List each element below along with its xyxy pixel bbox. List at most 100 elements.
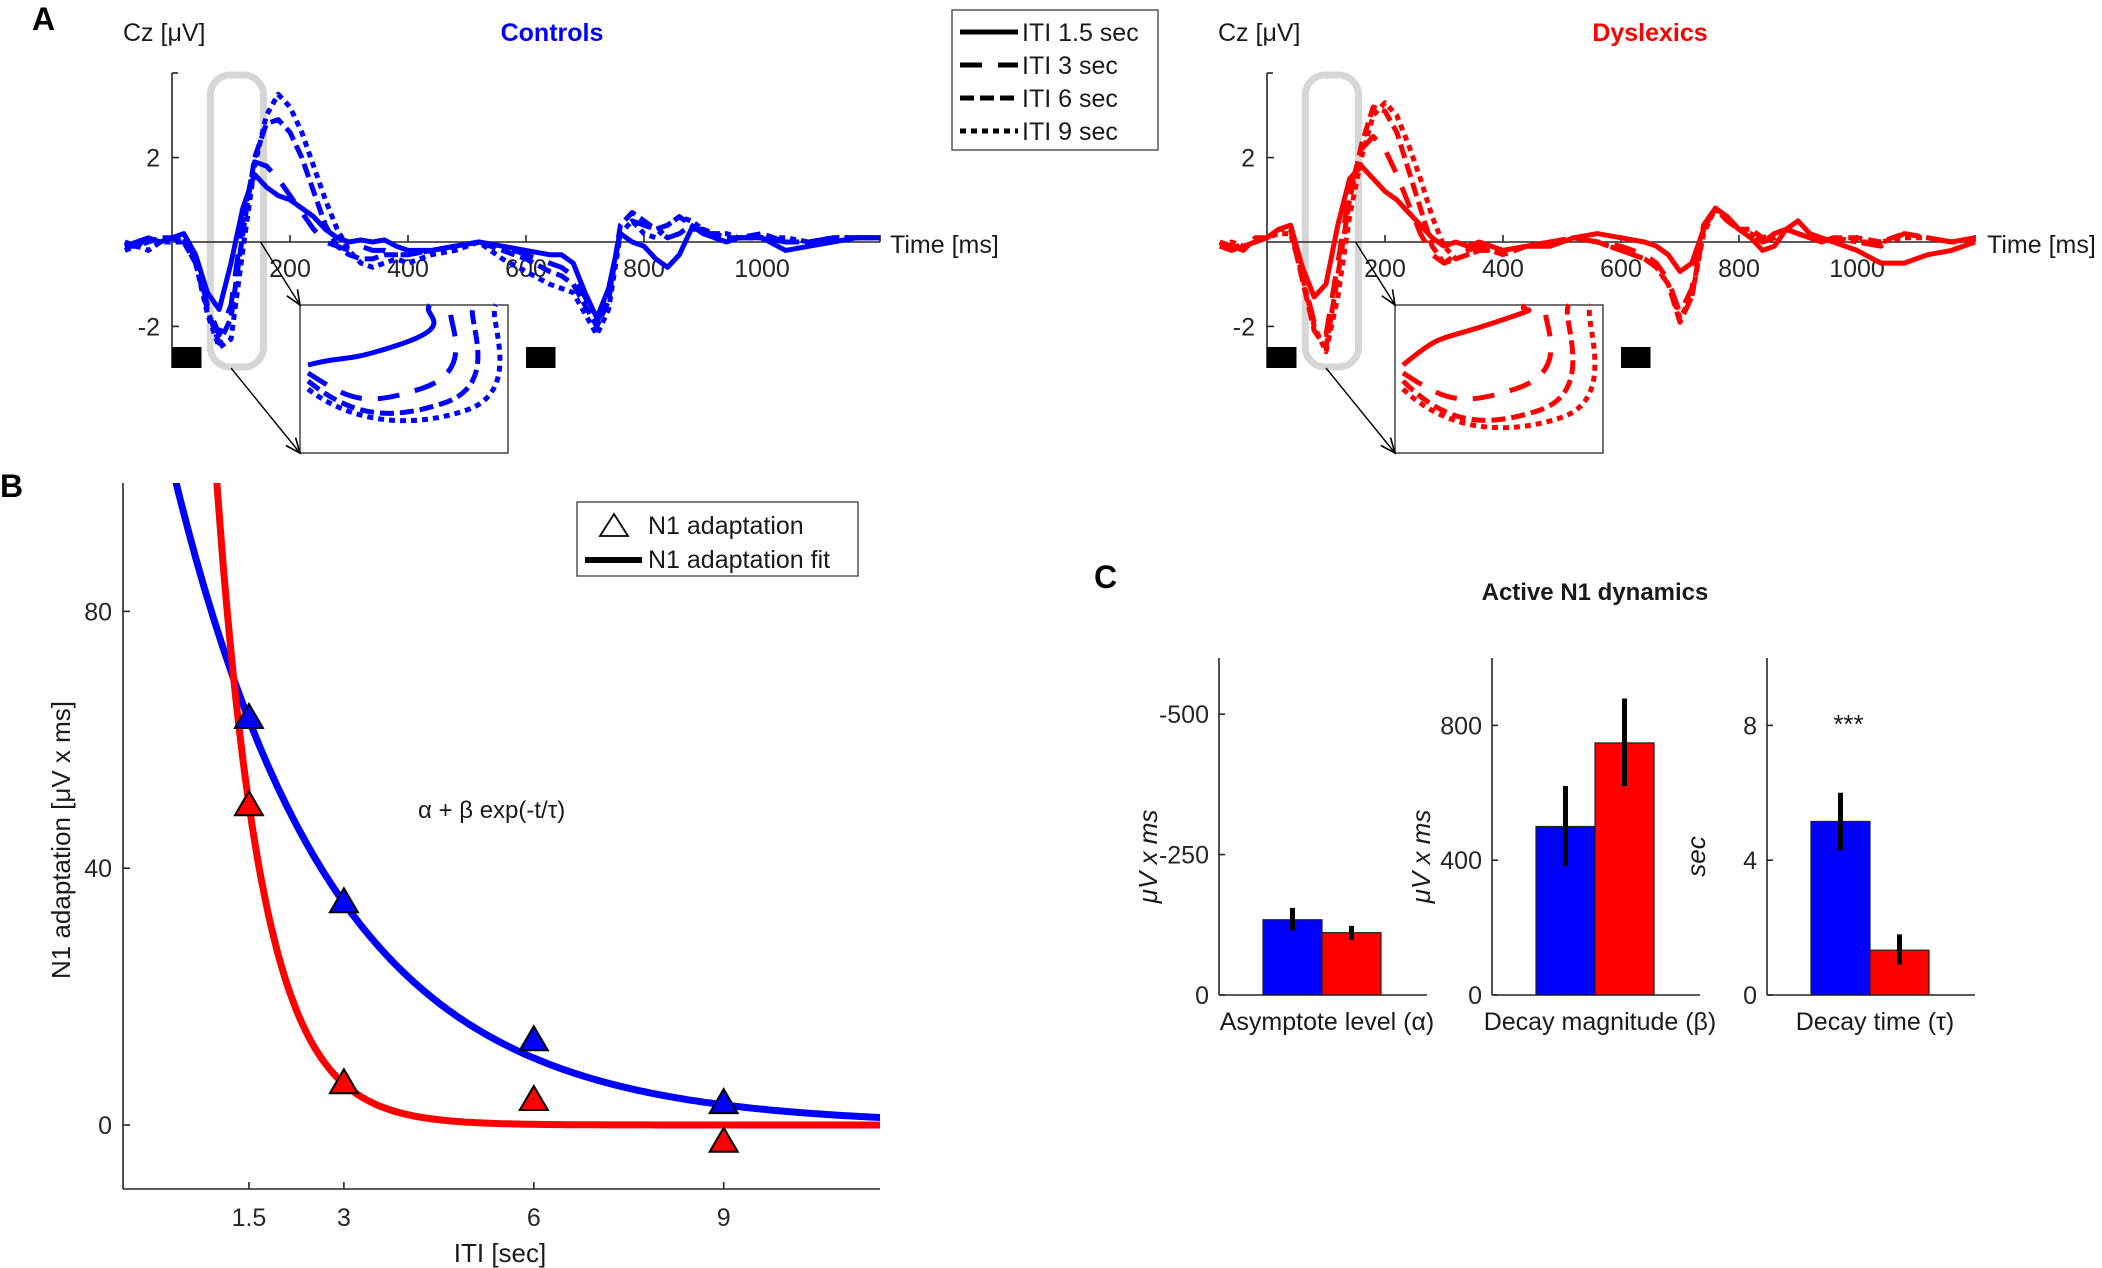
data-point-controls: [518, 1024, 550, 1052]
legend-label-adaptation-fit: N1 adaptation fit: [648, 546, 830, 574]
n1-highlight-window: [206, 71, 268, 371]
stimulus-marker: [526, 347, 556, 368]
bar-y-tick-label: -250: [1159, 842, 1209, 870]
bar-y-tick-label: 0: [1743, 982, 1757, 1010]
triangle-marker-icon: [598, 512, 630, 537]
adaptation-x-tick-label: 1.5: [232, 1204, 267, 1232]
inset-trace-dash: [306, 303, 459, 402]
erp-x-tick-label: 400: [1482, 255, 1524, 283]
data-point-controls: [233, 701, 265, 729]
legend-label-iti-9: ITI 9 sec: [1022, 118, 1118, 146]
erp-y-tick-label: 2: [146, 145, 160, 173]
arrowhead-icon: [286, 289, 302, 307]
bar-xlabel: Decay time (τ): [1796, 1008, 1955, 1036]
stimulus-marker: [172, 347, 202, 368]
adaptation-x-tick-label: 9: [717, 1204, 731, 1232]
dynamics-subplot: 0 4 8 Decay time (τ) sec ***: [1681, 658, 1975, 1036]
bar-y-tick-label: 800: [1440, 712, 1482, 740]
zoom-arrow-line: [1325, 367, 1396, 454]
erp-x-tick-label: 600: [1600, 255, 1642, 283]
significance-annotation: ***: [1833, 709, 1863, 739]
erp-y-tick-label: 2: [1241, 145, 1255, 173]
inset-box: [1394, 304, 1604, 454]
bar-y-tick-label: 0: [1195, 982, 1209, 1010]
zoom-arrow-line: [259, 241, 301, 306]
panel-letter-a: A: [32, 1, 55, 37]
erp-controls-xlabel: Time [ms]: [890, 231, 999, 259]
adaptation-points: [233, 701, 740, 1153]
panel-letter-b: B: [0, 468, 23, 504]
zoom-arrow-line: [1354, 241, 1396, 306]
arrowhead-icon: [1381, 289, 1397, 307]
bar-xlabel: Asymptote level (α): [1220, 1008, 1435, 1036]
erp-y-tick-label: -2: [1233, 313, 1255, 341]
erp-x-tick-label: 200: [1364, 255, 1406, 283]
bar-ylabel: μV x ms: [1406, 810, 1436, 905]
zoom-arrow-line: [230, 367, 301, 454]
erp-dyslexics-title: Dyslexics: [1592, 19, 1707, 47]
legend-label-adaptation: N1 adaptation: [648, 512, 804, 540]
stimulus-marker: [1267, 347, 1297, 368]
adaptation-x-tick-label: 6: [527, 1204, 541, 1232]
dynamics-subplot: 0 400 800 Decay magnitude (β) μV x ms: [1406, 658, 1716, 1036]
bar-dyslexics: [1321, 932, 1382, 996]
arrowhead-icon: [285, 437, 302, 455]
fit-equation: α + β exp(-t/τ): [418, 797, 565, 824]
adaptation-ylabel: N1 adaptation [μV x ms]: [46, 701, 76, 979]
bar-ylabel: sec: [1681, 836, 1711, 876]
bar-ylabel: μV x ms: [1133, 810, 1163, 905]
erp-controls-title: Controls: [501, 19, 604, 47]
erp-x-tick-label: 200: [269, 255, 311, 283]
adaptation-legend: N1 adaptation N1 adaptation fit: [576, 501, 859, 577]
panel-letter-c: C: [1094, 559, 1117, 595]
inset-trace-dash: [1401, 303, 1554, 402]
dynamics-subplot: 0 -250 -500 Asymptote level (α) μV x ms: [1133, 658, 1434, 1036]
adaptation-ylabel-text: N1 adaptation [μV x ms]: [46, 701, 76, 979]
adaptation-y-tick-label: 80: [84, 598, 112, 626]
adaptation-fit-curves: [172, 483, 880, 1129]
bar-controls: [1810, 820, 1871, 996]
erp-controls-ylabel: Cz [μV]: [123, 19, 205, 47]
erp-controls-panel: Cz [μV] Controls Time [ms] 200 400 600 800 1…: [123, 19, 999, 455]
stimulus-marker: [1621, 347, 1651, 368]
n1-adaptation-panel: 1.5 3 6 9 0 40 80 N1 adaptation [μV x ms] ITI …: [46, 483, 880, 1268]
inset-trace-dot: [306, 303, 503, 424]
legend-label-iti-3: ITI 3 sec: [1022, 52, 1118, 80]
bar-y-tick-label: -500: [1159, 701, 1209, 729]
inset-box: [299, 304, 509, 454]
adaptation-xlabel: ITI [sec]: [454, 1238, 546, 1268]
adaptation-x-tick-label: 3: [337, 1204, 351, 1232]
erp-trace-dot: [123, 91, 880, 350]
legend-label-iti-1-5: ITI 1.5 sec: [1022, 19, 1139, 47]
erp-dyslexics-ylabel: Cz [μV]: [1218, 19, 1300, 47]
erp-trace-dot: [1218, 100, 1976, 355]
bar-controls: [1262, 919, 1323, 996]
arrowhead-icon: [1380, 437, 1397, 455]
inset-trace-dot: [1401, 303, 1598, 431]
data-point-dyslexics: [518, 1083, 550, 1111]
erp-x-tick-label: 1000: [734, 255, 790, 283]
inset-trace-solid: [307, 303, 437, 368]
adaptation-y-tick-label: 0: [98, 1112, 112, 1140]
bar-xlabel: Decay magnitude (β): [1484, 1008, 1717, 1036]
inset-trace-dense-dash: [306, 303, 481, 416]
data-point-dyslexics: [707, 1125, 740, 1153]
bar-y-tick-label: 4: [1743, 847, 1757, 875]
erp-trace-dense-dash: [123, 117, 880, 346]
active-n1-dynamics-panel: Active N1 dynamics 0 -250 -500 Asymptote le…: [1133, 579, 1975, 1036]
data-point-controls: [707, 1087, 740, 1115]
dynamics-title: Active N1 dynamics: [1482, 579, 1709, 606]
inset-trace-dense-dash: [1401, 303, 1576, 423]
n1-highlight-window: [1301, 71, 1363, 371]
fit-curve-dyslexics: [213, 483, 880, 1129]
erp-y-tick-label: -2: [138, 313, 160, 341]
erp-dyslexics-panel: Cz [μV] Dyslexics Time [ms] 200 400 600 800…: [1218, 19, 2096, 455]
data-point-dyslexics: [328, 1067, 360, 1095]
fit-curve-controls: [172, 483, 880, 1121]
iti-legend: ITI 1.5 sec ITI 3 sec ITI 6 sec ITI 9 se…: [951, 9, 1159, 151]
erp-trace-solid: [1218, 163, 1976, 300]
adaptation-y-tick-label: 40: [84, 855, 112, 883]
